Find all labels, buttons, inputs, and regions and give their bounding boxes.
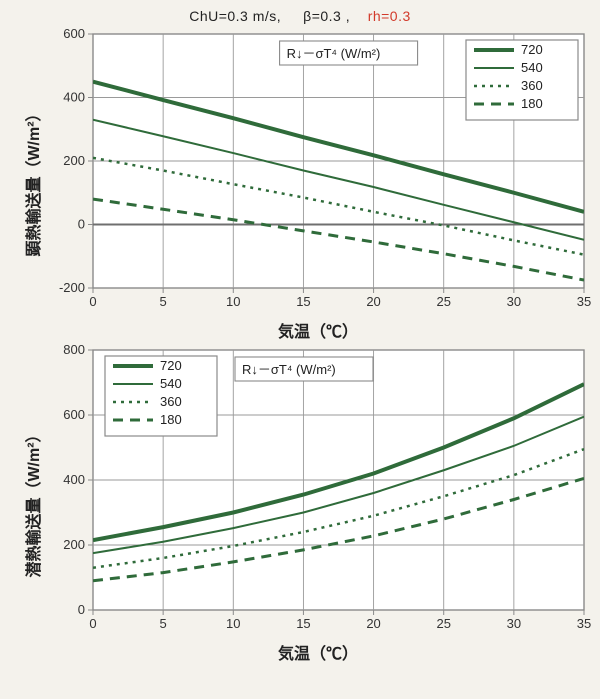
xtick-label: 25 (436, 294, 450, 309)
xtick-label: 10 (226, 294, 240, 309)
legend-label: 180 (521, 96, 543, 111)
top-chart-svg: 0 5 10 15 20 25 30 35 -200 0 200 400 600 720 540 360 180… (38, 26, 598, 316)
xtick-label: 15 (296, 294, 310, 309)
header-beta: β=0.3 , (303, 8, 350, 24)
ytick-label: 400 (63, 472, 85, 487)
xtick-label: 35 (577, 616, 591, 631)
xtick-label: 35 (577, 294, 591, 309)
header-rh: rh=0.3 (368, 8, 411, 24)
bottom-chart-xlabel: 気温（℃） (38, 640, 598, 664)
bottom-chart-wrap: 潜熱輸送量（W/m²） 0510152025303502004006008007… (38, 342, 598, 662)
top-chart-ylabel: 顕熱輸送量（W/m²） (20, 105, 44, 256)
legend-label: 720 (160, 358, 182, 373)
xtick-label: 20 (366, 616, 380, 631)
ytick-label: 200 (63, 153, 85, 168)
xtick-label: 30 (507, 294, 521, 309)
legend-label: 540 (160, 376, 182, 391)
chart-header: ChU=0.3 m/s, β=0.3 , rh=0.3 (6, 4, 594, 26)
top-chart-xlabel: 気温（℃） (38, 318, 598, 342)
ytick-label: 600 (63, 26, 85, 41)
bottom-chart-svg: 0 5 10 15 20 25 30 35 0 200 400 600 800 720 540 360 180 R… (38, 342, 598, 638)
page: ChU=0.3 m/s, β=0.3 , rh=0.3 顕熱輸送量（W/m²） … (0, 0, 600, 699)
annotation-label: R↓－σT⁴ (W/m²) (242, 362, 336, 377)
xtick-label: 5 (160, 616, 167, 631)
annotation-label: R↓－σT⁴ (W/m²) (287, 46, 381, 61)
ytick-label: 600 (63, 407, 85, 422)
bottom-chart-ylabel: 潜熱輸送量（W/m²） (20, 426, 44, 577)
xtick-label: 20 (366, 294, 380, 309)
xtick-label: 10 (226, 616, 240, 631)
xtick-label: 25 (436, 616, 450, 631)
ytick-label: 0 (78, 602, 85, 617)
ytick-label: 0 (78, 217, 85, 232)
legend-label: 720 (521, 42, 543, 57)
xtick-label: 15 (296, 616, 310, 631)
legend-label: 360 (160, 394, 182, 409)
ytick-label: -200 (59, 280, 85, 295)
ytick-label: 800 (63, 342, 85, 357)
legend-label: 360 (521, 78, 543, 93)
top-chart-wrap: 顕熱輸送量（W/m²） 05101520253035-2000200400600… (38, 26, 598, 336)
xtick-label: 5 (160, 294, 167, 309)
ytick-label: 400 (63, 90, 85, 105)
header-chu: ChU=0.3 m/s, (189, 8, 281, 24)
xtick-label: 0 (89, 294, 96, 309)
legend-label: 180 (160, 412, 182, 427)
legend-label: 540 (521, 60, 543, 75)
xtick-label: 30 (507, 616, 521, 631)
ytick-label: 200 (63, 537, 85, 552)
xtick-label: 0 (89, 616, 96, 631)
